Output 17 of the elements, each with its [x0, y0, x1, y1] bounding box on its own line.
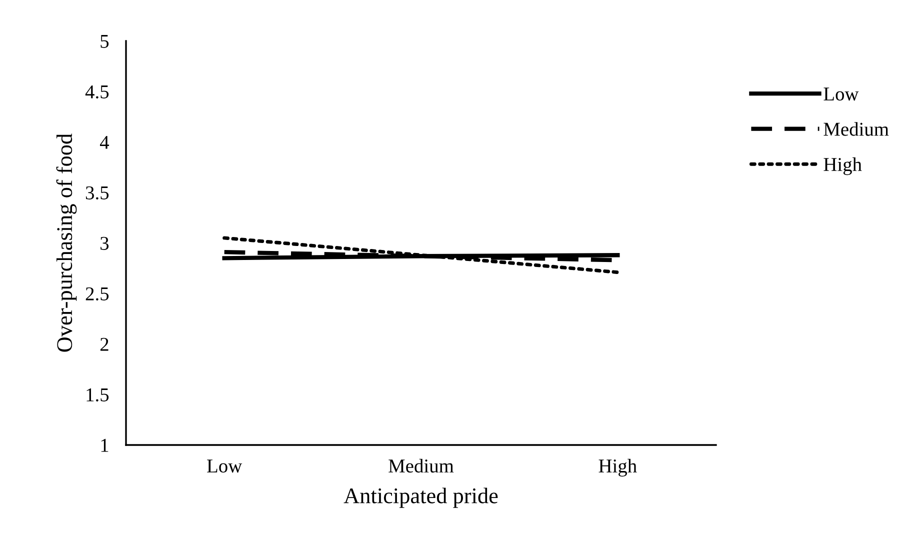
y-tick-label: 1 — [101, 438, 108, 452]
x-tick-label: High — [598, 458, 637, 477]
y-tick-label: 3.5 — [86, 186, 109, 200]
y-tick-label: 2 — [100, 338, 108, 351]
y-axis-title: Over-purchasing of food — [56, 134, 77, 352]
y-tick-label: 2.5 — [86, 287, 109, 301]
y-tick-label: 5 — [100, 35, 109, 48]
y-tick-label: 3 — [100, 236, 109, 250]
y-tick-label: 1.5 — [86, 388, 109, 402]
x-axis-title: Anticipated pride — [344, 488, 498, 508]
x-tick-label: Medium — [388, 458, 454, 473]
legend-label: High — [824, 157, 862, 176]
y-tick-label: 4.5 — [85, 85, 109, 99]
legend-label: Medium — [824, 122, 889, 136]
y-tick-label: 4 — [100, 136, 110, 149]
x-tick-label: Low — [207, 460, 242, 473]
legend-label: Low — [824, 88, 859, 101]
